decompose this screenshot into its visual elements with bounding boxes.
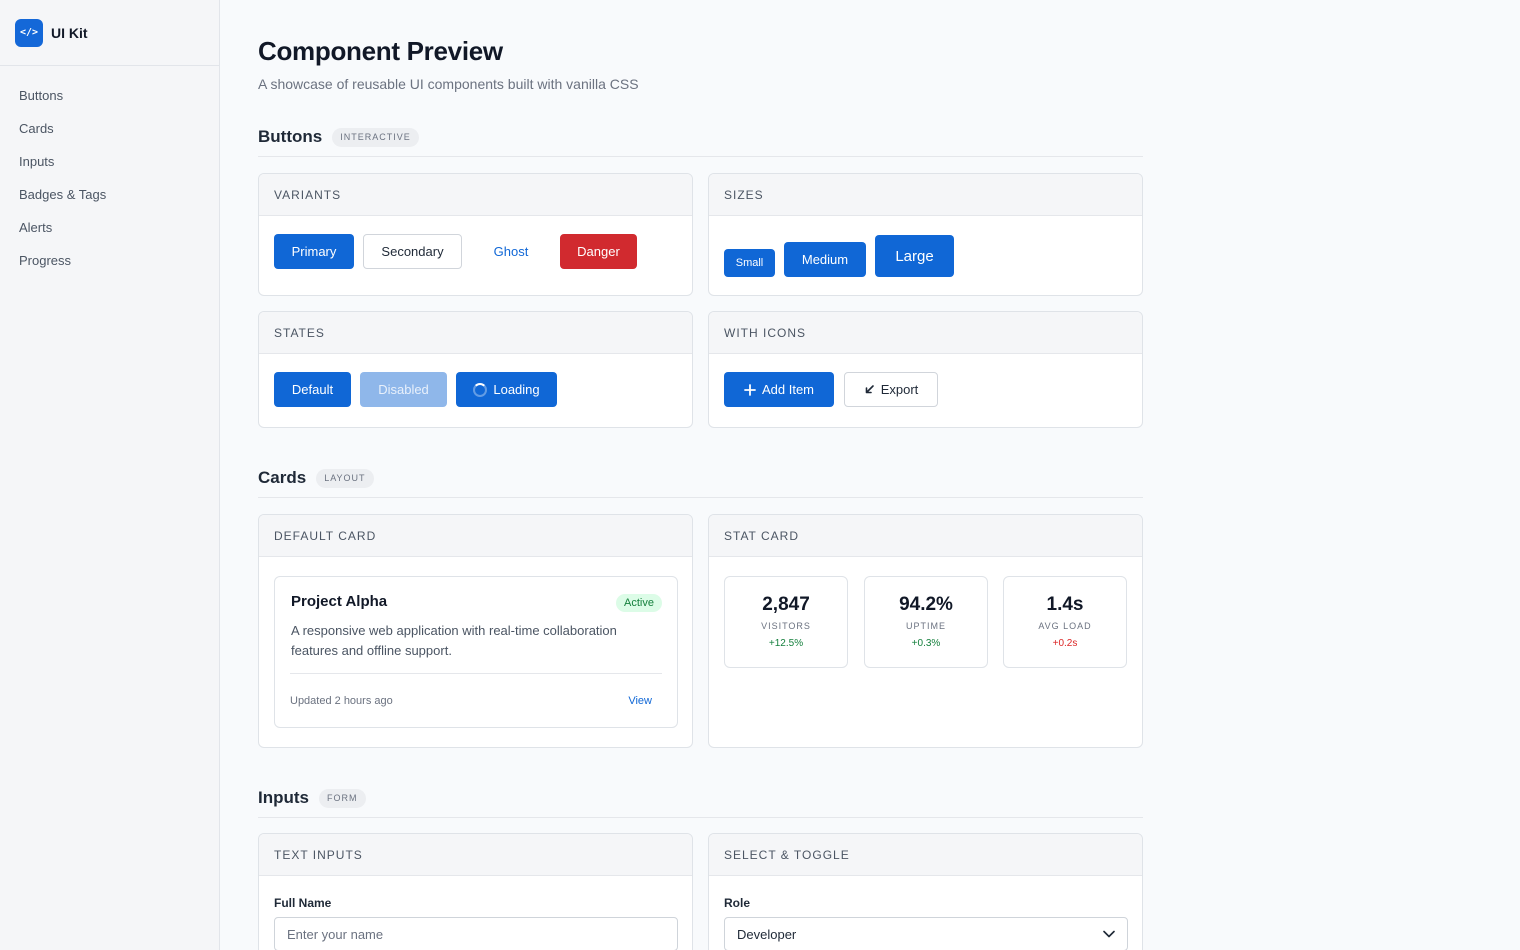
sidebar-item-buttons[interactable]: Buttons <box>19 88 64 103</box>
sidebar-item-cards[interactable]: Cards <box>19 121 54 136</box>
section-tag: LAYOUT <box>316 469 374 488</box>
stat-label: AVG LOAD <box>1038 621 1092 631</box>
brand[interactable]: </> UI Kit <box>0 0 219 66</box>
stat-card-panel: STAT CARD 2,847 VISITORS +12.5% 94.2% UP… <box>708 514 1143 748</box>
arrow-down-left-icon <box>865 385 874 394</box>
section-tag: FORM <box>319 789 366 808</box>
panel-header: SELECT & TOGGLE <box>709 834 1142 876</box>
loading-label: Loading <box>493 382 540 397</box>
sidebar: </> UI Kit Buttons Cards Inputs Badges &… <box>0 0 220 950</box>
brand-name: UI Kit <box>51 24 88 41</box>
danger-button[interactable]: Danger <box>560 234 637 269</box>
code-icon: </> <box>15 18 43 47</box>
panel-header: TEXT INPUTS <box>259 834 692 876</box>
buttons-section-header: Buttons INTERACTIVE <box>258 127 1143 157</box>
full-name-label: Full Name <box>274 896 332 910</box>
large-button[interactable]: Large <box>875 235 954 277</box>
stat-label: UPTIME <box>905 621 946 631</box>
project-title: Project Alpha <box>291 593 388 610</box>
stat-value: 94.2% <box>899 594 953 615</box>
section-title: Cards <box>258 468 307 487</box>
project-description: A responsive web application with real-t… <box>291 623 617 658</box>
stat-delta: +0.3% <box>911 638 941 649</box>
section-title: Buttons <box>258 127 323 146</box>
cards-section-header: Cards LAYOUT <box>258 468 1143 498</box>
sizes-panel: SIZES Small Medium Large <box>708 173 1143 296</box>
secondary-button[interactable]: Secondary <box>363 234 462 269</box>
stat-label: VISITORS <box>761 621 811 631</box>
full-name-input[interactable] <box>274 917 678 950</box>
project-card: Project Alpha Active A responsive web ap… <box>274 576 678 728</box>
updated-timestamp: Updated 2 hours ago <box>290 695 393 707</box>
export-button[interactable]: Export <box>844 372 938 407</box>
text-inputs-panel: TEXT INPUTS Full Name <box>258 833 693 950</box>
chevron-down-icon <box>1103 930 1115 938</box>
with-icons-panel: WITH ICONS Add Item Export <box>708 311 1143 428</box>
stat-visitors: 2,847 VISITORS +12.5% <box>724 576 848 668</box>
panel-header: SIZES <box>709 174 1142 216</box>
plus-icon <box>744 383 756 396</box>
sidebar-nav: Buttons Cards Inputs Badges & Tags Alert… <box>0 66 219 282</box>
ghost-button[interactable]: Ghost <box>471 234 551 269</box>
default-button[interactable]: Default <box>274 372 351 407</box>
panel-header: STATES <box>259 312 692 354</box>
stat-value: 1.4s <box>1046 594 1084 615</box>
small-button[interactable]: Small <box>724 249 775 277</box>
stat-uptime: 94.2% UPTIME +0.3% <box>864 576 988 668</box>
add-item-label: Add Item <box>761 382 815 397</box>
sidebar-item-inputs[interactable]: Inputs <box>19 154 55 169</box>
export-label: Export <box>880 382 919 397</box>
role-label: Role <box>724 896 751 910</box>
panel-header: VARIANTS <box>259 174 692 216</box>
primary-button[interactable]: Primary <box>274 234 354 269</box>
page-subtitle: A showcase of reusable UI components bui… <box>258 76 639 92</box>
add-item-button[interactable]: Add Item <box>724 372 834 407</box>
medium-button[interactable]: Medium <box>784 242 866 277</box>
page-title: Component Preview <box>258 36 503 66</box>
project-card-footer: Updated 2 hours ago View <box>290 673 662 728</box>
sidebar-item-progress[interactable]: Progress <box>19 253 72 268</box>
role-select[interactable]: Developer <box>724 917 1128 950</box>
sidebar-item-alerts[interactable]: Alerts <box>19 220 53 235</box>
disabled-button: Disabled <box>360 372 447 407</box>
panel-header: DEFAULT CARD <box>259 515 692 557</box>
section-title: Inputs <box>258 788 309 807</box>
status-badge: Active <box>616 594 662 612</box>
role-select-value: Developer <box>737 926 797 942</box>
stat-delta: +0.2s <box>1052 638 1078 649</box>
sidebar-item-badges-tags[interactable]: Badges & Tags <box>19 187 107 202</box>
view-link[interactable]: View <box>628 695 652 707</box>
states-panel: STATES Default Disabled Loading <box>258 311 693 428</box>
stat-value: 2,847 <box>762 594 810 615</box>
spinner-icon <box>473 382 488 397</box>
stat-delta: +12.5% <box>768 638 804 649</box>
inputs-section-header: Inputs FORM <box>258 788 1143 818</box>
panel-header: WITH ICONS <box>709 312 1142 354</box>
section-tag: INTERACTIVE <box>332 128 419 147</box>
stat-avg-load: 1.4s AVG LOAD +0.2s <box>1003 576 1127 668</box>
panel-header: STAT CARD <box>709 515 1142 557</box>
variants-panel: VARIANTS Primary Secondary Ghost Danger <box>258 173 693 296</box>
default-card-panel: DEFAULT CARD Project Alpha Active A resp… <box>258 514 693 748</box>
loading-button[interactable]: Loading <box>456 372 557 407</box>
select-toggle-panel: SELECT & TOGGLE Role Developer <box>708 833 1143 950</box>
